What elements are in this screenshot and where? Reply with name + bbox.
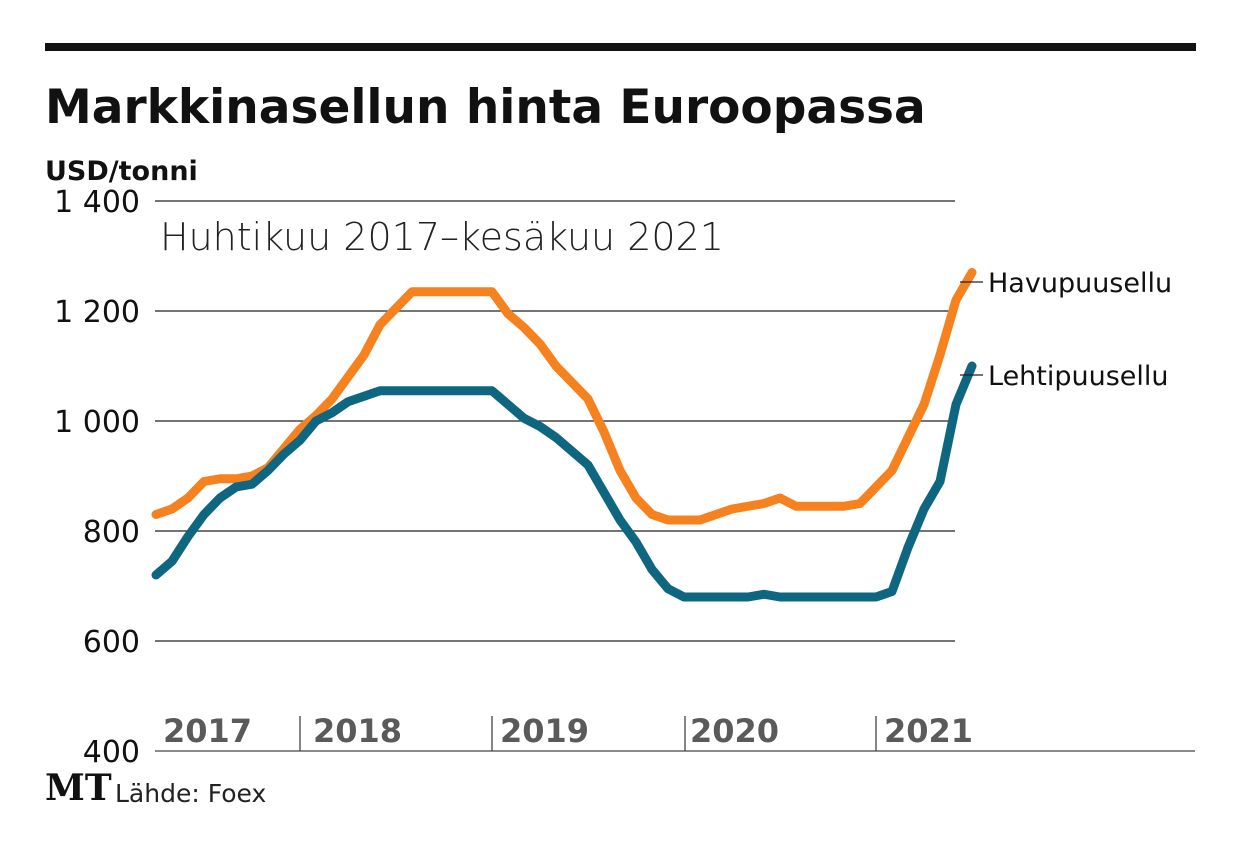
top-rule: [45, 43, 1196, 51]
year-label: 2017: [163, 712, 252, 750]
y-tick-label: 800: [83, 515, 140, 550]
year-label: 2020: [690, 712, 779, 750]
year-label: 2021: [884, 712, 973, 750]
chart-subtitle: Huhtikuu 2017–kesäkuu 2021: [160, 215, 724, 259]
source-note: Lähde: Foex: [115, 779, 266, 808]
y-tick-label: 400: [83, 735, 140, 770]
chart-title: Markkinasellun hinta Euroopassa: [45, 80, 926, 135]
y-tick-label: 600: [83, 625, 140, 660]
mt-logo: MT: [45, 767, 112, 809]
year-label: 2019: [500, 712, 589, 750]
series-line-lehtipuusellu: [151, 361, 977, 602]
series-line-havupuusellu: [151, 268, 977, 525]
y-tick-label: 1 000: [54, 405, 140, 440]
y-axis-unit: USD/tonni: [45, 156, 198, 187]
series-label: Lehtipuusellu: [988, 361, 1169, 392]
y-tick-label: 1 400: [54, 185, 140, 220]
y-tick-label: 1 200: [54, 295, 140, 330]
series-label: Havupuusellu: [988, 268, 1172, 299]
year-label: 2018: [313, 712, 402, 750]
